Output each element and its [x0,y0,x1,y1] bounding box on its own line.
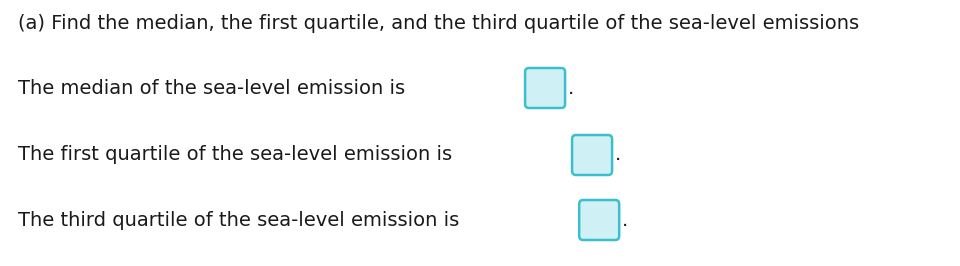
Text: .: . [568,78,574,98]
FancyBboxPatch shape [572,135,612,175]
Text: The first quartile of the sea-level emission is: The first quartile of the sea-level emis… [18,146,452,164]
Text: .: . [622,210,629,230]
Text: (a) Find the median, the first quartile, and the third quartile of the sea-level: (a) Find the median, the first quartile,… [18,14,859,33]
Text: .: . [615,146,621,164]
FancyBboxPatch shape [525,68,565,108]
FancyBboxPatch shape [579,200,619,240]
Text: The median of the sea-level emission is: The median of the sea-level emission is [18,78,405,98]
Text: The third quartile of the sea-level emission is: The third quartile of the sea-level emis… [18,210,459,230]
